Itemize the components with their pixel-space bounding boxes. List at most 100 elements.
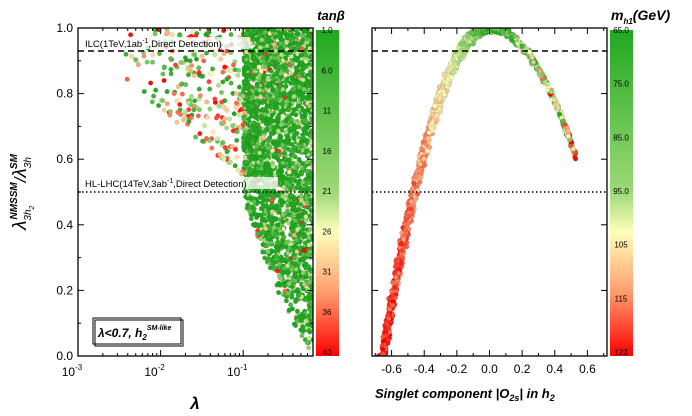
scatter-point [390, 292, 396, 298]
scatter-point [452, 61, 458, 67]
scatter-point [243, 159, 249, 165]
scatter-point [294, 185, 300, 191]
scatter-point [197, 131, 203, 137]
scatter-point [199, 73, 205, 79]
scatter-point [480, 28, 486, 32]
scatter-point [283, 83, 289, 89]
scatter-point [269, 209, 275, 215]
scatter-point [297, 246, 303, 251]
scatter-point [228, 80, 234, 86]
scatter-point [276, 290, 282, 295]
scatter-point [235, 72, 241, 78]
scatter-point [233, 104, 239, 110]
scatter-point [273, 71, 279, 76]
scatter-point [289, 221, 295, 227]
scatter-point [241, 101, 247, 107]
scatter-point [141, 89, 147, 94]
scatter-point [281, 234, 287, 240]
scatter-point [151, 93, 157, 99]
scatter-point [469, 30, 475, 36]
scatter-point [242, 80, 248, 85]
scatter-point [440, 85, 446, 91]
scatter-point [210, 66, 216, 72]
scatter-point [283, 240, 289, 246]
scatter-point [296, 84, 302, 90]
scatter-point [248, 67, 254, 72]
scatter-point [250, 62, 256, 68]
scatter-point [281, 67, 287, 73]
scatter-point [287, 182, 292, 188]
scatter-point [299, 96, 305, 102]
scatter-point [404, 213, 410, 219]
scatter-point [280, 212, 286, 218]
scatter-point [251, 30, 257, 36]
scatter-point [309, 81, 313, 87]
scatter-point [168, 66, 174, 72]
scatter-point [255, 75, 261, 81]
scatter-point [272, 34, 278, 40]
colorbar-tick-label: 31 [323, 268, 332, 277]
scatter-point [221, 51, 227, 57]
scatter-point [209, 145, 215, 151]
scatter-point [256, 64, 262, 70]
scatter-point [289, 177, 295, 183]
scatter-point [292, 207, 298, 213]
scatter-point [124, 76, 130, 82]
scatter-point [129, 54, 134, 60]
scatter-point [263, 121, 269, 127]
colorbar-tick-label: 1.0 [321, 26, 333, 35]
scatter-point [573, 156, 579, 162]
scatter-point [255, 122, 261, 128]
scatter-point [260, 141, 266, 146]
scatter-point [153, 87, 159, 93]
scatter-point [302, 240, 308, 246]
scatter-point [213, 115, 219, 121]
scatter-point [278, 163, 283, 169]
scatter-point [269, 148, 275, 154]
scatter-point [286, 281, 292, 286]
scatter-point [216, 82, 221, 88]
scatter-point [224, 76, 230, 82]
scatter-point [296, 292, 302, 298]
colorbar-tick-label: 11 [323, 107, 332, 116]
scatter-point [188, 94, 194, 99]
scatter-point [164, 101, 170, 107]
scatter-point [381, 338, 387, 344]
scatter-point [267, 265, 273, 271]
scatter-point [291, 232, 297, 238]
scatter-point [401, 236, 406, 242]
scatter-point [194, 56, 199, 62]
scatter-point [304, 340, 310, 346]
scatter-point [296, 58, 301, 64]
scatter-point [289, 294, 295, 300]
scatter-point [135, 62, 141, 68]
scatter-point [274, 92, 280, 98]
scatter-point [290, 260, 296, 266]
scatter-point [299, 187, 305, 193]
scatter-point [264, 104, 270, 110]
scatter-point [301, 222, 307, 228]
scatter-point [246, 138, 252, 144]
scatter-point [399, 248, 405, 253]
scatter-point [276, 240, 282, 246]
scatter-point [257, 212, 263, 218]
scatter-point [193, 134, 199, 140]
scatter-point [244, 84, 250, 90]
scatter-point [238, 111, 244, 117]
scatter-point [304, 195, 309, 201]
scatter-point [296, 73, 302, 79]
scatter-point [467, 39, 473, 45]
scatter-point [450, 56, 456, 61]
scatter-point [274, 282, 280, 288]
scatter-point [432, 103, 438, 109]
scatter-point [208, 71, 213, 77]
scatter-point [247, 166, 252, 172]
scatter-point [426, 130, 432, 136]
scatter-point [294, 249, 300, 255]
scatter-point [296, 148, 301, 154]
scatter-point [227, 159, 233, 165]
scatter-point [307, 226, 313, 232]
scatter-point [436, 89, 442, 95]
scatter-point [385, 312, 391, 318]
scatter-point [273, 154, 279, 160]
